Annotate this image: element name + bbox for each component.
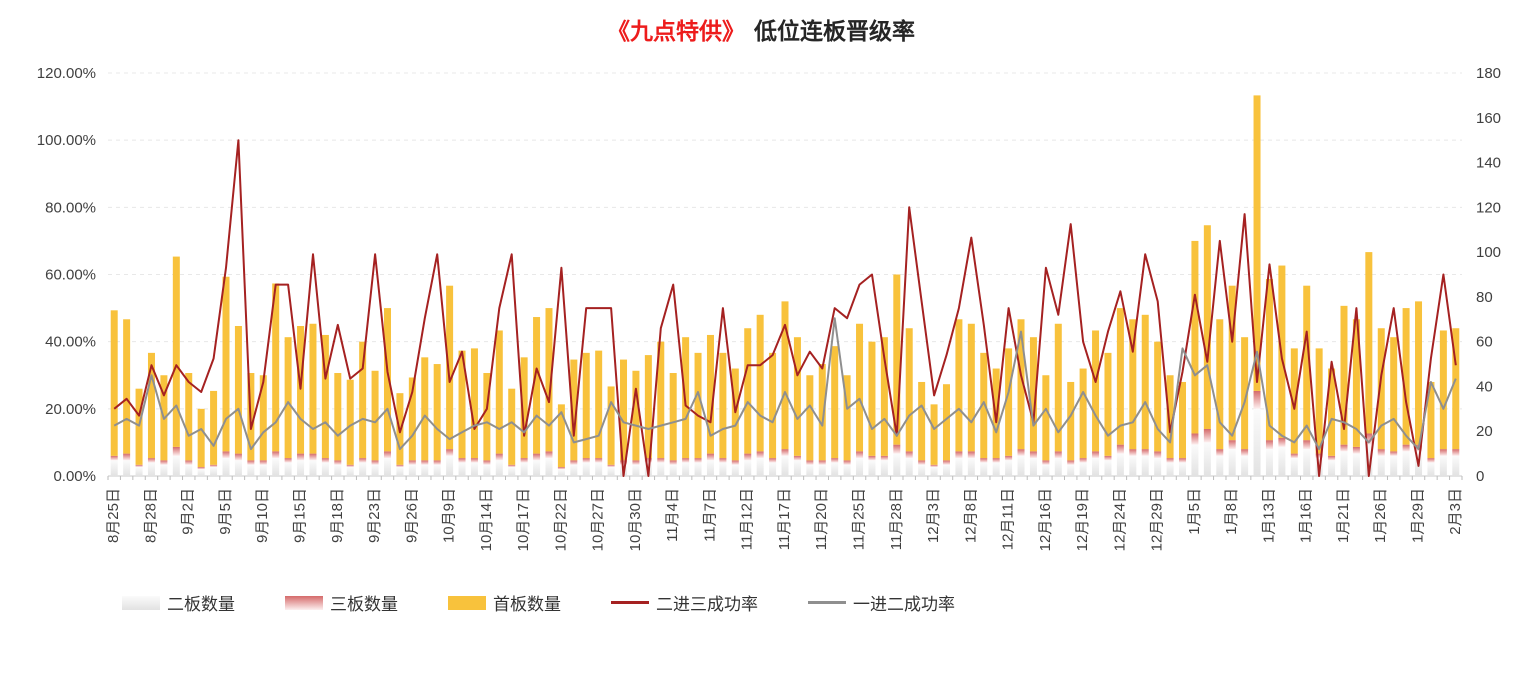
svg-text:140: 140 [1476, 155, 1501, 172]
erban-swatch-icon [122, 595, 160, 610]
svg-text:11月17日: 11月17日 [776, 488, 793, 550]
legend-label-jin23: 二进三成功率 [656, 595, 758, 614]
svg-text:60: 60 [1476, 334, 1493, 351]
svg-text:1月26日: 1月26日 [1372, 488, 1389, 543]
svg-text:9月5日: 9月5日 [217, 488, 234, 535]
bars-erban [110, 408, 1460, 476]
svg-text:9月15日: 9月15日 [292, 488, 309, 543]
svg-text:12月8日: 12月8日 [962, 488, 979, 543]
svg-text:12月19日: 12月19日 [1074, 488, 1091, 551]
legend-label-jin12: 一进二成功率 [853, 595, 955, 614]
svg-text:160: 160 [1476, 110, 1501, 127]
svg-text:1月8日: 1月8日 [1223, 488, 1240, 535]
svg-text:11月7日: 11月7日 [701, 488, 718, 542]
svg-text:120.00%: 120.00% [37, 65, 96, 82]
line-jin23 [113, 139, 1457, 477]
legend-label-shouban: 首板数量 [493, 595, 561, 614]
legend-label-sanban: 三板数量 [330, 595, 398, 614]
svg-text:10月14日: 10月14日 [478, 488, 495, 551]
svg-text:1月21日: 1月21日 [1335, 488, 1352, 543]
shouban-swatch-icon [448, 595, 486, 610]
x-axis [107, 475, 1463, 480]
svg-text:10月9日: 10月9日 [441, 488, 458, 543]
svg-text:100: 100 [1476, 244, 1501, 261]
legend-item-sanban[interactable]: 三板数量 [285, 590, 398, 615]
svg-text:20: 20 [1476, 423, 1493, 440]
svg-text:1月16日: 1月16日 [1298, 488, 1315, 543]
legend-item-jin12[interactable]: 一进二成功率 [808, 590, 955, 615]
svg-text:12月16日: 12月16日 [1037, 488, 1054, 551]
chart-canvas: 0.00% 20.00% 40.00% 60.00% 80.00% 100.00% 120.… [37, 65, 1501, 551]
svg-text:1月13日: 1月13日 [1260, 488, 1277, 543]
legend-label-erban: 二板数量 [167, 595, 235, 614]
svg-text:11月20日: 11月20日 [813, 488, 830, 550]
legend-item-erban[interactable]: 二板数量 [122, 590, 235, 615]
svg-text:2月3日: 2月3日 [1447, 488, 1464, 535]
jin23-line-swatch-icon [611, 601, 649, 604]
svg-text:11月12日: 11月12日 [739, 488, 756, 550]
svg-text:10月22日: 10月22日 [552, 488, 569, 551]
svg-text:12月11日: 12月11日 [1000, 488, 1017, 550]
svg-text:180: 180 [1476, 65, 1501, 82]
svg-text:8月28日: 8月28日 [142, 488, 159, 543]
chart-title-text: 低位连板晋级率 [754, 18, 915, 44]
svg-text:40.00%: 40.00% [45, 334, 96, 351]
svg-text:1月5日: 1月5日 [1186, 488, 1203, 535]
svg-text:9月2日: 9月2日 [180, 488, 197, 535]
svg-text:0.00%: 0.00% [53, 468, 96, 485]
y-axis-right-labels: 0 20 40 60 80 100 120 140 160 180 [1476, 65, 1501, 485]
svg-text:10月27日: 10月27日 [590, 488, 607, 551]
svg-text:12月24日: 12月24日 [1111, 488, 1128, 551]
svg-text:40: 40 [1476, 378, 1493, 395]
svg-text:10月30日: 10月30日 [627, 488, 644, 551]
line-jin12 [113, 317, 1457, 451]
legend-item-shouban[interactable]: 首板数量 [448, 590, 561, 615]
jin12-line-swatch-icon [808, 601, 846, 604]
svg-text:80.00%: 80.00% [45, 199, 96, 216]
svg-text:11月4日: 11月4日 [664, 488, 681, 542]
bars-shouban [110, 95, 1460, 468]
svg-text:11月28日: 11月28日 [888, 488, 905, 550]
svg-text:9月23日: 9月23日 [366, 488, 383, 543]
sanban-swatch-icon [285, 595, 323, 610]
svg-text:60.00%: 60.00% [45, 267, 96, 284]
y-axis-left-labels: 0.00% 20.00% 40.00% 60.00% 80.00% 100.00% 120.… [37, 65, 96, 485]
svg-text:80: 80 [1476, 289, 1493, 306]
svg-text:1月29日: 1月29日 [1409, 488, 1426, 543]
svg-text:12月29日: 12月29日 [1149, 488, 1166, 551]
svg-text:9月18日: 9月18日 [329, 488, 346, 543]
svg-text:12月3日: 12月3日 [925, 488, 942, 543]
svg-text:8月25日: 8月25日 [105, 488, 122, 543]
svg-text:0: 0 [1476, 468, 1484, 485]
legend-item-jin23[interactable]: 二进三成功率 [611, 590, 758, 615]
chart-title-highlight: 《九点特供》 [607, 18, 745, 44]
svg-text:120: 120 [1476, 199, 1501, 216]
svg-text:9月10日: 9月10日 [254, 488, 271, 543]
legend: 二板数量 三板数量 首板数量 二进三成功率 一进二成功率 [122, 590, 1522, 615]
svg-text:20.00%: 20.00% [45, 401, 96, 418]
chart-title: 《九点特供》 低位连板晋级率 [0, 0, 1522, 46]
svg-text:100.00%: 100.00% [37, 132, 96, 149]
svg-text:11月25日: 11月25日 [851, 488, 868, 550]
x-axis-labels: 8月25日 8月28日 9月2日 9月5日 9月10日 9月15日 9月18日 9月23日 9月… [105, 488, 1464, 551]
svg-text:10月17日: 10月17日 [515, 488, 532, 551]
svg-text:9月26日: 9月26日 [403, 488, 420, 543]
